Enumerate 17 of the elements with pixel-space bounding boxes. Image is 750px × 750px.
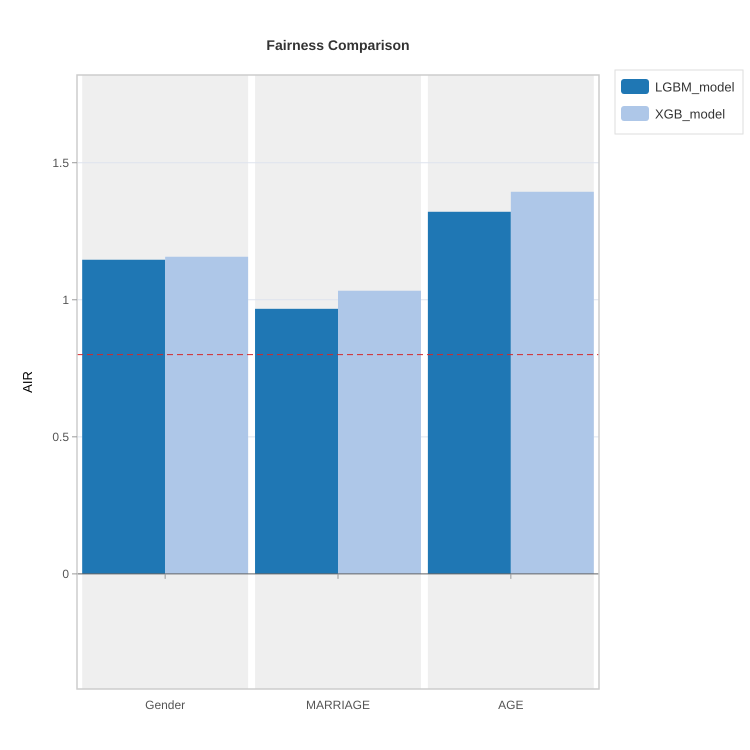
bar xyxy=(428,212,511,574)
legend-label: XGB_model xyxy=(655,106,726,122)
y-tick-label: 1 xyxy=(62,292,70,307)
x-tick-label: Gender xyxy=(145,698,186,712)
bar xyxy=(82,260,166,574)
x-tick-label: MARRIAGE xyxy=(306,698,370,712)
bar xyxy=(338,290,421,574)
y-axis-title: AIR xyxy=(20,371,35,393)
chart-title: Fairness Comparison xyxy=(266,37,410,53)
bar xyxy=(165,256,248,574)
legend-label: LGBM_model xyxy=(655,80,735,95)
y-tick-label: 1.5 xyxy=(52,156,70,170)
bar xyxy=(510,192,594,574)
y-tick-label: 0.5 xyxy=(52,430,70,444)
y-tick-label: 0 xyxy=(62,567,70,582)
bar xyxy=(255,308,338,574)
x-tick-label: AGE xyxy=(498,698,524,712)
